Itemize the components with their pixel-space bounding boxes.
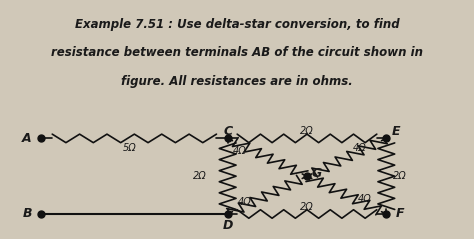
Text: 2Ω: 2Ω — [393, 171, 407, 181]
Text: F: F — [396, 207, 404, 221]
Text: Example 7.51 : Use delta-star conversion, to find: Example 7.51 : Use delta-star conversion… — [75, 18, 399, 31]
Text: 2Ω: 2Ω — [300, 126, 314, 136]
Text: 2Ω: 2Ω — [193, 171, 207, 181]
Text: D: D — [222, 219, 233, 232]
Text: E: E — [392, 125, 400, 138]
Text: 4Ω: 4Ω — [233, 146, 247, 156]
Text: B: B — [22, 207, 32, 221]
Text: 4Ω: 4Ω — [238, 197, 252, 207]
Text: figure. All resistances are in ohms.: figure. All resistances are in ohms. — [121, 75, 353, 88]
Text: 5Ω: 5Ω — [123, 143, 137, 153]
Text: 4Ω: 4Ω — [353, 143, 367, 153]
Text: A: A — [22, 132, 32, 145]
Text: 2Ω: 2Ω — [300, 202, 314, 212]
Text: G: G — [311, 167, 321, 180]
Text: resistance between terminals AB of the circuit shown in: resistance between terminals AB of the c… — [51, 46, 423, 59]
Text: 4Ω: 4Ω — [358, 194, 372, 204]
Text: C: C — [223, 125, 232, 138]
